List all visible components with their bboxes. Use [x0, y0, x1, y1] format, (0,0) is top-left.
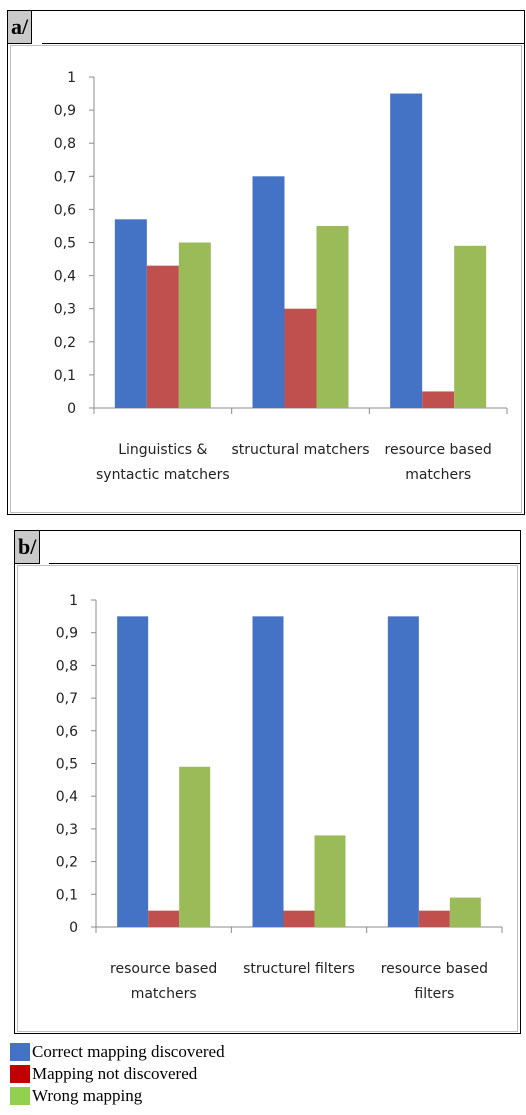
bar-correct: [117, 616, 149, 927]
legend-label-wrong: Wrong mapping: [32, 1086, 143, 1105]
x-category-label: resource based: [381, 961, 488, 977]
bar-wrong: [179, 766, 211, 927]
y-tick-label: 0,8: [56, 658, 78, 674]
y-tick-label: 0,6: [56, 724, 78, 740]
y-tick-label: 0: [69, 920, 78, 936]
x-category-label: structurel filters: [243, 961, 355, 977]
chart-b-svg: 0 0,1 0,2 0,3 0,4 0,5 0,6 0,7 0,8 0,9 1 resource ba…: [56, 593, 503, 1002]
y-tick-label: 1: [67, 70, 76, 86]
y-tick-label: 0,2: [56, 855, 78, 871]
bar-not-discovered: [284, 308, 317, 408]
bar-not-discovered: [283, 910, 315, 927]
legend-label-not-discovered: Mapping not discovered: [32, 1064, 198, 1083]
chart-panel-a: a/ 0 0,1 0,2 0,3 0,4 0,5 0,6 0,7 0,8 0,9 1 Linguist…: [7, 10, 525, 515]
bar-correct: [387, 616, 419, 927]
y-tick-label: 0,1: [54, 368, 76, 384]
bar-wrong: [449, 897, 481, 927]
x-category-label: matchers: [405, 467, 471, 483]
bar-not-discovered: [422, 391, 455, 408]
legend-swatch-correct: [10, 1043, 30, 1061]
bar-wrong: [454, 245, 487, 408]
x-category-label: matchers: [131, 986, 197, 1002]
y-tick-label: 0,5: [54, 236, 76, 252]
y-tick-label: 0,9: [54, 103, 76, 119]
y-tick-label: 0: [67, 401, 76, 417]
bar-correct: [114, 219, 147, 408]
y-tick-label: 0,7: [56, 691, 78, 707]
chart-a-svg: 0 0,1 0,2 0,3 0,4 0,5 0,6 0,7 0,8 0,9 1 Linguistics…: [54, 70, 508, 483]
panel-b-label: b/: [15, 531, 41, 564]
y-tick-label: 0,3: [54, 302, 76, 318]
bar-wrong: [314, 835, 346, 927]
legend-swatch-not-discovered: [10, 1065, 30, 1083]
chart-panel-b: b/ 0 0,1 0,2 0,3 0,4 0,5 0,6 0,7 0,8 0,9 1 resource…: [14, 530, 521, 1034]
chart-b-plot-area: 0 0,1 0,2 0,3 0,4 0,5 0,6 0,7 0,8 0,9 1 resource ba…: [17, 565, 518, 1032]
legend-swatch-wrong: [10, 1087, 30, 1105]
bar-correct: [390, 93, 423, 409]
x-category-label: structural matchers: [231, 442, 369, 458]
y-tick-label: 0,5: [56, 757, 78, 773]
panel-a-label: a/: [8, 11, 33, 44]
bar-wrong: [178, 242, 211, 408]
panel-a-header-rule: [42, 11, 524, 44]
bar-wrong: [316, 225, 349, 408]
y-tick-label: 0,8: [54, 136, 76, 152]
legend-item-not-discovered: Mapping not discovered: [10, 1063, 490, 1085]
bar-correct: [252, 176, 285, 408]
y-tick-label: 0,3: [56, 822, 78, 838]
y-tick-label: 0,2: [54, 335, 76, 351]
legend-label-correct: Correct mapping discovered: [32, 1042, 225, 1061]
y-tick-label: 0,1: [56, 887, 78, 903]
y-tick-label: 0,4: [56, 789, 78, 805]
legend-item-correct: Correct mapping discovered: [10, 1041, 490, 1063]
chart-a-plot-area: 0 0,1 0,2 0,3 0,4 0,5 0,6 0,7 0,8 0,9 1 Linguistics…: [10, 45, 522, 513]
bar-correct: [252, 616, 284, 927]
legend: Correct mapping discovered Mapping not d…: [10, 1041, 490, 1107]
y-tick-label: 0,6: [54, 202, 76, 218]
y-tick-label: 0,4: [54, 269, 76, 285]
bar-not-discovered: [146, 265, 179, 408]
x-category-label: syntactic matchers: [96, 467, 230, 483]
x-category-label: filters: [414, 986, 454, 1002]
panel-b-header-rule: [49, 531, 520, 564]
x-category-label: resource based: [110, 961, 217, 977]
bar-not-discovered: [148, 910, 180, 927]
legend-item-wrong: Wrong mapping: [10, 1085, 490, 1107]
x-category-label: Linguistics &: [118, 442, 207, 458]
y-tick-label: 0,9: [56, 626, 78, 642]
bar-not-discovered: [418, 910, 450, 927]
y-tick-label: 1: [69, 593, 78, 609]
y-tick-label: 0,7: [54, 169, 76, 185]
x-category-label: resource based: [385, 442, 492, 458]
